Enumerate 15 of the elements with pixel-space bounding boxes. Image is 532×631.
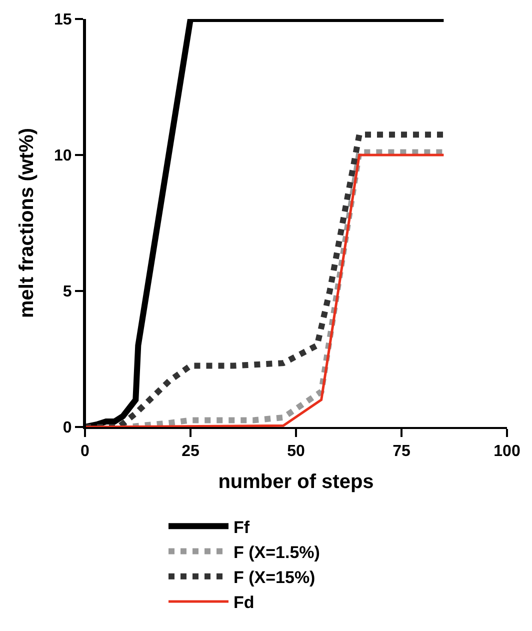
- x-tick-label: 25: [182, 443, 200, 460]
- y-tick-label: 5: [62, 284, 72, 301]
- x-axis-title: number of steps: [218, 471, 374, 494]
- x-tick-label: 50: [287, 443, 305, 460]
- legend-label: Ff: [234, 518, 250, 537]
- y-tick-label: 15: [54, 12, 72, 29]
- x-tick-label: 0: [80, 443, 90, 460]
- y-tick-label: 0: [62, 420, 72, 437]
- y-axis-title: melt fractions (wt%): [16, 128, 38, 318]
- legend-label: F (X=1.5%): [234, 542, 320, 562]
- x-tick-label: 100: [494, 443, 520, 460]
- x-tick-label: 75: [392, 443, 410, 460]
- legend-label: F (X=15%): [234, 568, 316, 587]
- legend-label: Fd: [234, 593, 254, 612]
- y-tick-label: 10: [54, 148, 72, 165]
